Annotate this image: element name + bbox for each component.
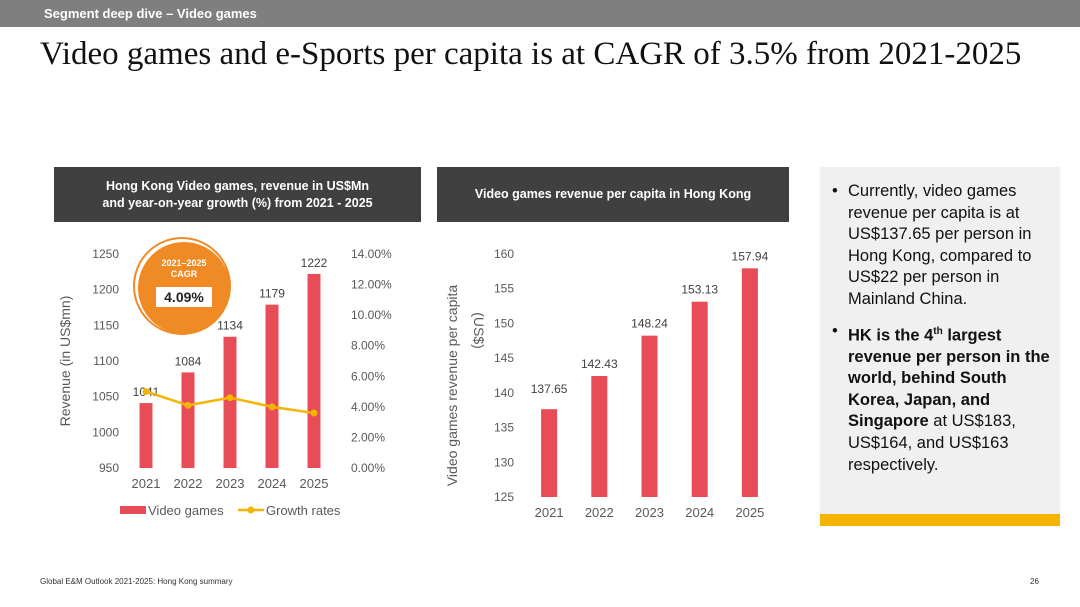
bullet-2-sup: th [933, 325, 943, 337]
chart2: 160 155 150 145 140 135 130 125 Video games reve… [444, 247, 769, 520]
summary-bullets: • Currently, video games revenue per cap… [832, 181, 1054, 486]
bullet-1: • Currently, video games revenue per cap… [832, 181, 1054, 311]
chart2-title: Video games revenue per capita in Hong K… [474, 187, 752, 201]
cagr-label: 2021–2025 CAGR [161, 258, 207, 279]
y-tick-label: 145 [494, 351, 514, 365]
legend-marker-growth [247, 506, 255, 514]
y-tick-label: 125 [494, 490, 514, 504]
bar [591, 375, 608, 497]
bullet-dot: • [832, 321, 838, 340]
y-tick-label: 1200 [92, 283, 119, 297]
legend-label: Growth rates [266, 503, 341, 518]
page-title: Video games and e-Sports per capita is a… [40, 36, 1022, 72]
growth-point [226, 394, 234, 402]
growth-point [184, 401, 192, 409]
data-label: 1134 [217, 319, 243, 333]
chart1: 1250 1200 1150 1100 1050 1000 950 14.00% 12.00% 1… [57, 247, 392, 518]
chart1-header: Hong Kong Video games, revenue in US$Mn … [54, 167, 421, 222]
x-tick-label: 2024 [258, 476, 287, 491]
data-label: 153.13 [681, 283, 718, 297]
bullet-2-bold-a: HK is the 4 [848, 326, 934, 345]
y-tick-label: 1050 [92, 390, 119, 404]
x-tick-label: 2024 [685, 505, 714, 520]
y2-tick-label: 6.00% [351, 369, 385, 383]
bullet-dot: • [832, 182, 838, 200]
y-tick-label: 950 [99, 461, 119, 475]
bullet-1-text: Currently, video games revenue per capit… [848, 182, 1032, 308]
bar [641, 335, 658, 497]
x-tick-label: 2023 [216, 476, 245, 491]
bar [139, 403, 153, 468]
x-tick-label: 2022 [174, 476, 203, 491]
bar [691, 301, 708, 497]
bar [541, 409, 558, 497]
y-tick-label: 135 [494, 421, 514, 435]
y-tick-label: 130 [494, 455, 514, 469]
x-tick-label: 2021 [132, 476, 161, 491]
summary-panel [820, 167, 1060, 514]
x-tick-label: 2023 [635, 505, 664, 520]
data-label: 137.65 [531, 382, 568, 396]
growth-point [268, 403, 276, 411]
y-axis-label: Video games revenue per capita [444, 285, 460, 487]
y2-tick-label: 10.00% [351, 308, 392, 322]
chart1-title: Hong Kong Video games, revenue in US$Mn … [102, 178, 373, 210]
data-label: 142.43 [581, 357, 618, 371]
cagr-badge-ring [133, 237, 231, 335]
x-tick-label: 2025 [735, 505, 764, 520]
legend-swatch-video-games [120, 506, 146, 514]
y-tick-label: 1000 [92, 425, 119, 439]
bullet-2: • HK is the 4th largest revenue per pers… [832, 321, 1054, 477]
y-tick-label: 1100 [93, 354, 119, 368]
footer-source: Global E&M Outlook 2021-2025: Hong Kong … [40, 577, 233, 586]
section-label: Segment deep dive – Video games [44, 6, 257, 21]
y2-tick-label: 8.00% [351, 339, 385, 353]
y-tick-label: 140 [494, 386, 514, 400]
y-tick-label: 150 [494, 316, 514, 330]
data-label: 1084 [175, 354, 202, 368]
x-tick-label: 2021 [535, 505, 564, 520]
growth-point [310, 409, 318, 417]
cagr-value: 4.09% [156, 287, 212, 307]
y2-tick-label: 12.00% [351, 278, 392, 292]
data-label: 148.24 [631, 317, 668, 331]
y2-tick-label: 14.00% [351, 247, 392, 261]
y-tick-label: 160 [494, 247, 514, 261]
bullet-2-rest: at US$183, US$164, and US$163 respective… [848, 412, 1016, 474]
y-tick-label: 155 [494, 282, 514, 296]
bullet-2-bold-b: largest revenue per person in the world,… [848, 326, 1050, 431]
y2-tick-label: 2.00% [351, 430, 385, 444]
data-label: 1222 [301, 256, 328, 270]
bar [181, 372, 195, 468]
y-axis-label-unit: (US$) [471, 312, 487, 349]
growth-point [142, 388, 150, 396]
x-tick-label: 2025 [300, 476, 329, 491]
y-tick-label: 1250 [92, 247, 119, 261]
data-label: 1179 [259, 287, 285, 301]
bar [741, 268, 758, 497]
y-axis-label: Revenue (in US$mn) [57, 296, 73, 427]
legend-label: Video games [148, 503, 224, 518]
bar [265, 304, 279, 468]
bar [223, 336, 237, 468]
y2-tick-label: 0.00% [351, 461, 385, 475]
section-bar: Segment deep dive – Video games [0, 0, 1080, 27]
bar [307, 273, 321, 468]
x-tick-label: 2022 [585, 505, 614, 520]
chart2-header: Video games revenue per capita in Hong K… [437, 167, 789, 222]
summary-panel-accent-bar [820, 514, 1060, 526]
data-label: 157.94 [732, 249, 769, 263]
y-tick-label: 1150 [93, 318, 119, 332]
y2-tick-label: 4.00% [351, 400, 385, 414]
page-number: 26 [1030, 577, 1039, 586]
